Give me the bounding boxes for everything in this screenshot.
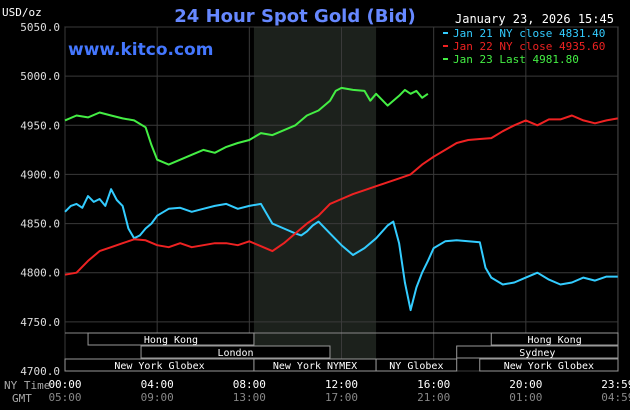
session-label: London — [217, 348, 253, 359]
session-band — [456, 345, 619, 359]
gmt-label: GMT — [12, 392, 32, 405]
y-tick-label: 4900.0 — [20, 168, 60, 181]
x-tick-ny: 20:00 — [509, 378, 542, 391]
session-label: Sydney — [519, 348, 555, 359]
session-label: Hong Kong — [144, 335, 198, 346]
y-tick-label: 4700.0 — [20, 365, 60, 378]
x-tick-ny: 12:00 — [325, 378, 358, 391]
y-tick-label: 5050.0 — [20, 21, 60, 34]
x-tick-gmt: 17:00 — [325, 391, 358, 404]
session-label: New York NYMEX — [273, 361, 357, 372]
series-line — [64, 114, 618, 276]
legend-swatch — [443, 58, 448, 60]
x-tick-ny: 04:00 — [141, 378, 174, 391]
timestamp: January 23, 2026 15:45 — [455, 12, 614, 26]
legend-entry: Jan 22 NY close 4935.60 — [453, 40, 605, 53]
x-tick-gmt: 05:00 — [48, 391, 81, 404]
x-tick-ny: 16:00 — [417, 378, 450, 391]
y-tick-label: 4950.0 — [20, 119, 60, 132]
watermark: www.kitco.com — [68, 40, 213, 60]
x-tick-ny: 23:59 — [601, 378, 630, 391]
ny-time-label: NY Time — [4, 379, 50, 392]
session-label: New York Globex — [114, 361, 204, 372]
y-tick-label: 4750.0 — [20, 316, 60, 329]
x-tick-gmt: 13:00 — [233, 391, 266, 404]
legend-swatch — [443, 32, 448, 34]
x-tick-gmt: 01:00 — [509, 391, 542, 404]
session-band — [87, 332, 255, 346]
series-line — [64, 188, 618, 312]
session-highlight — [253, 27, 377, 371]
session-label: New York Globex — [504, 361, 594, 372]
session-band — [479, 358, 619, 372]
x-tick-gmt: 09:00 — [141, 391, 174, 404]
unit-label: USD/oz — [2, 6, 42, 19]
x-tick-ny: 08:00 — [233, 378, 266, 391]
session-band — [490, 332, 619, 346]
legend-entry: Jan 23 Last 4981.80 — [453, 53, 579, 66]
session-label: Hong Kong — [528, 335, 582, 346]
y-tick-label: 4800.0 — [20, 267, 60, 280]
x-tick-ny: 00:00 — [48, 378, 81, 391]
x-tick-gmt: 21:00 — [417, 391, 450, 404]
session-band — [375, 358, 458, 372]
x-tick-gmt: 04:59 — [601, 391, 630, 404]
series-line — [64, 86, 429, 166]
legend-entry: Jan 21 NY close 4831.40 — [453, 27, 605, 40]
y-tick-label: 5000.0 — [20, 70, 60, 83]
session-label: NY Globex — [389, 361, 443, 372]
legend-swatch — [443, 45, 448, 47]
session-band — [140, 345, 331, 359]
y-tick-label: 4850.0 — [20, 218, 60, 231]
chart-title: 24 Hour Spot Gold (Bid) — [174, 6, 415, 27]
